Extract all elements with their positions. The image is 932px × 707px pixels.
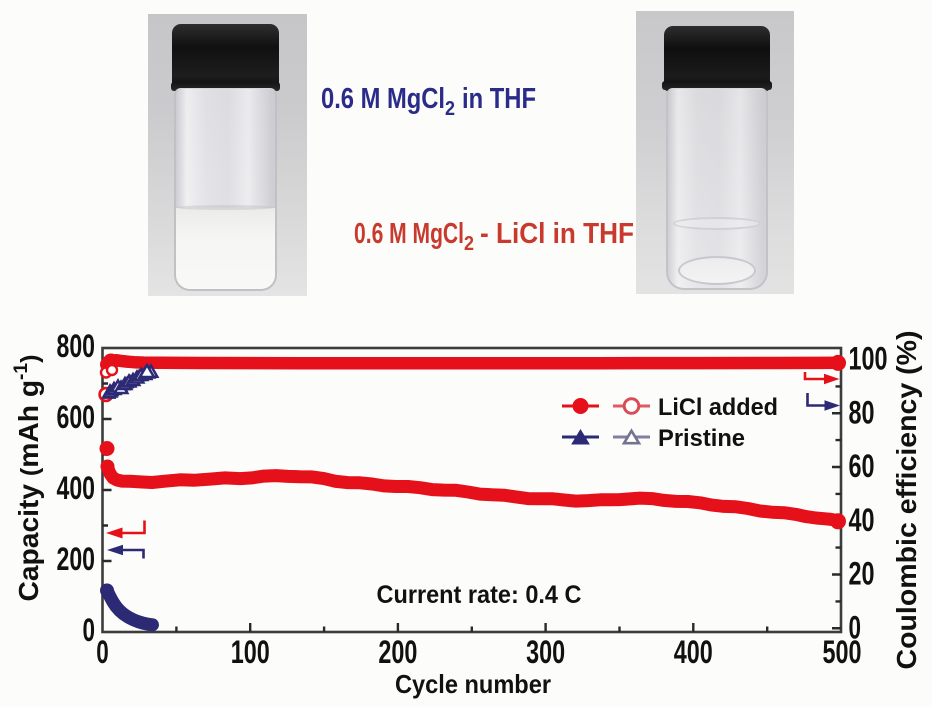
svg-text:0.6 M MgCl: 0.6 M MgCl xyxy=(354,218,464,250)
svg-text:0: 0 xyxy=(96,634,109,670)
svg-text:Coulombic efficiency (%): Coulombic efficiency (%) xyxy=(891,331,922,670)
svg-text:800: 800 xyxy=(57,328,96,364)
svg-text:0.6 M MgCl: 0.6 M MgCl xyxy=(321,83,445,115)
svg-text:500: 500 xyxy=(823,634,862,670)
svg-text:LiCl added: LiCl added xyxy=(658,394,778,421)
svg-text:200: 200 xyxy=(57,541,96,577)
svg-text:Pristine: Pristine xyxy=(658,425,745,452)
svg-text:Current rate: 0.4 C: Current rate: 0.4 C xyxy=(377,581,582,609)
svg-text:Capacity (mAh g-1): Capacity (mAh g-1) xyxy=(11,355,44,602)
svg-text:100: 100 xyxy=(849,341,888,377)
svg-text:2: 2 xyxy=(445,98,455,120)
svg-text:80: 80 xyxy=(849,394,875,430)
svg-text:200: 200 xyxy=(378,634,417,670)
svg-text:100: 100 xyxy=(231,634,270,670)
svg-text:600: 600 xyxy=(57,399,96,435)
svg-text:0: 0 xyxy=(83,612,96,648)
svg-text:400: 400 xyxy=(57,470,96,506)
svg-text:400: 400 xyxy=(674,634,713,670)
svg-text:60: 60 xyxy=(849,448,875,484)
svg-text:2: 2 xyxy=(464,233,474,255)
svg-text:0: 0 xyxy=(849,609,862,645)
svg-text:- LiCl in THF: - LiCl in THF xyxy=(480,218,634,250)
svg-text:Cycle number: Cycle number xyxy=(395,669,551,699)
svg-text:20: 20 xyxy=(849,556,875,592)
svg-text:300: 300 xyxy=(526,634,565,670)
svg-text:in THF: in THF xyxy=(462,83,536,115)
svg-text:40: 40 xyxy=(849,502,875,538)
